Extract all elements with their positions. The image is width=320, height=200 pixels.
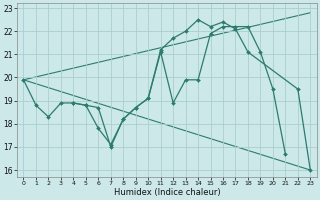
X-axis label: Humidex (Indice chaleur): Humidex (Indice chaleur) <box>114 188 220 197</box>
